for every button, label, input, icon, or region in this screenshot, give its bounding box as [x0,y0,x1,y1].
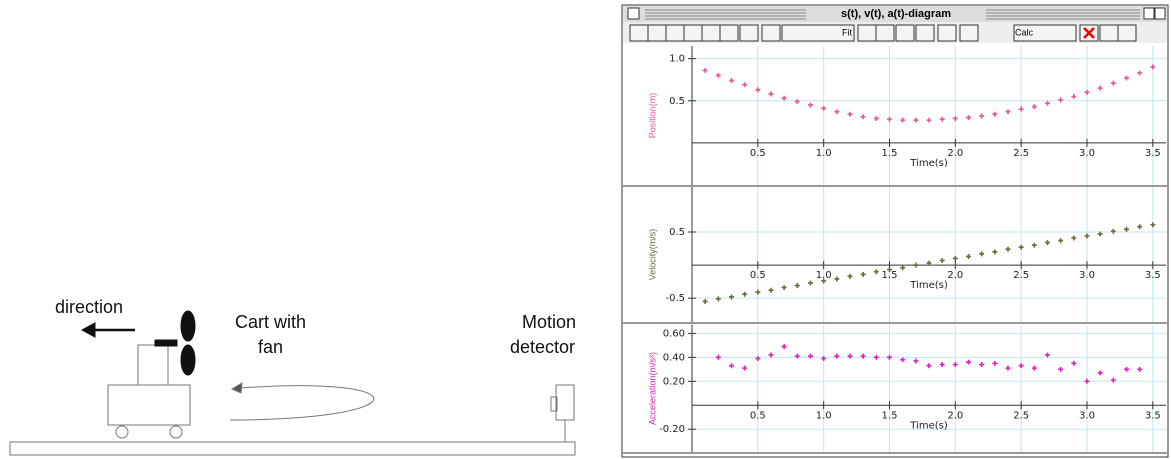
y-tick-label: 0.5 [669,96,685,107]
tool-button[interactable] [720,25,738,41]
x-tick-label: 2.0 [947,410,963,421]
y-tick-label: 0.60 [663,328,685,339]
tool-button[interactable] [666,25,684,41]
y-axis-label: Velocity(m/s) [647,229,657,281]
x-tick-label: 0.5 [750,270,766,281]
y-axis-label: Position(m) [647,93,657,139]
y-tick-label: -0.20 [659,424,685,435]
x-tick-label: 0.5 [750,148,766,159]
x-tick-label: 3.0 [1079,410,1095,421]
fan-mast [138,345,168,385]
x-tick-label: 2.5 [1013,410,1029,421]
cart-body [108,385,190,425]
x-tick-label: 1.0 [816,148,832,159]
x-tick-label: 1.5 [882,148,898,159]
x-axis-label: Time(s) [909,420,948,431]
tool-button[interactable] [740,25,758,41]
y-tick-label: -0.5 [665,293,685,304]
tool-button[interactable] [960,25,978,41]
tool-button[interactable] [876,25,894,41]
y-tick-label: 0.20 [663,376,685,387]
fan-hub [155,340,177,346]
x-tick-label: 3.5 [1145,148,1161,159]
collapse-box[interactable] [1155,8,1165,19]
arrow-head [232,383,242,393]
x-tick-label: 1.0 [816,410,832,421]
window [622,5,1168,457]
curve-arrow [230,386,374,420]
x-tick-label: 2.5 [1013,270,1029,281]
x-tick-label: 3.5 [1145,270,1161,281]
y-tick-label: 1.0 [669,54,685,65]
x-tick-label: 2.0 [947,148,963,159]
detector-label: Motion [522,312,576,332]
x-tick-label: 2.5 [1013,148,1029,159]
arrow-head [82,323,95,337]
wheel [116,426,128,438]
tool-button[interactable] [938,25,956,41]
tool-button[interactable] [1118,25,1136,41]
x-axis-label: Time(s) [909,158,948,169]
fan-blade [181,345,195,375]
tool-button[interactable] [648,25,666,41]
direction-label: direction [55,297,123,317]
tool-button[interactable] [916,25,934,41]
y-tick-label: 0.5 [669,227,685,238]
motion-detector [556,385,574,420]
tool-button[interactable] [702,25,720,41]
screen: direction Cart with fan Motion detector … [0,0,1171,459]
x-tick-label: 2.0 [947,270,963,281]
fan-blade [181,311,195,341]
x-tick-label: 0.5 [750,410,766,421]
cart-diagram [10,311,575,455]
wheel [170,426,182,438]
x-tick-label: 3.5 [1145,410,1161,421]
track [10,442,575,455]
y-tick-label: 0.40 [663,352,685,363]
cart-label: Cart with [235,312,306,332]
zoom-box[interactable] [1144,8,1154,19]
x-tick-label: 1.5 [882,410,898,421]
window-title: s(t), v(t), a(t)-diagram [841,8,951,20]
x-axis-label: Time(s) [909,280,948,291]
tool-button[interactable] [1100,25,1118,41]
x-tick-label: 3.0 [1079,148,1095,159]
tool-button[interactable] [630,25,648,41]
toolbar-label[interactable]: Calc [1015,27,1034,37]
close-box[interactable] [628,8,639,19]
toolbar-buttons [630,25,1136,41]
x-tick-label: 3.0 [1079,270,1095,281]
y-axis-label: Acceleration(m/s²) [647,352,657,425]
tool-button[interactable] [684,25,702,41]
toolbar-label[interactable]: Fit [842,27,852,37]
detector-label: detector [510,337,575,357]
tool-button[interactable] [858,25,876,41]
tool-button[interactable] [896,25,914,41]
tool-button[interactable] [762,25,780,41]
cart-label: fan [258,337,283,357]
